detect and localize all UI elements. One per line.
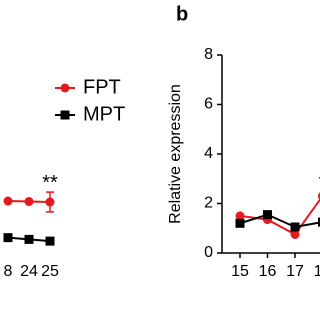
y-tick-label: 8	[204, 46, 213, 63]
point	[45, 197, 55, 207]
x-tick-label: 16	[259, 263, 277, 280]
x-tick-label: 25	[41, 263, 59, 280]
x-tick-label: 24	[20, 263, 38, 280]
panel-label: b	[176, 3, 188, 25]
x-tick-label: 15	[231, 263, 249, 280]
point	[318, 217, 320, 227]
series-line	[239, 213, 320, 229]
significance-mark: *	[319, 172, 320, 194]
point	[290, 222, 300, 232]
legend-marker	[60, 110, 70, 120]
y-tick-label: 2	[204, 195, 213, 212]
point	[24, 234, 34, 244]
x-tick-label: 17	[286, 263, 304, 280]
x-tick-label: 8	[4, 263, 13, 280]
point	[3, 233, 13, 243]
y-tick-label: 0	[204, 244, 213, 261]
point	[235, 211, 245, 221]
y-tick-label: 6	[204, 96, 213, 113]
point	[24, 197, 34, 207]
legend-label: MPT	[83, 103, 125, 125]
significance-mark: **	[42, 172, 58, 194]
point	[45, 236, 55, 246]
y-tick-label: 4	[204, 145, 213, 162]
legend-marker	[60, 83, 70, 93]
x-tick-label: 18	[314, 263, 320, 280]
y-axis-label: Relative expression	[167, 84, 184, 224]
point	[263, 210, 272, 220]
point	[235, 218, 245, 228]
point	[3, 196, 13, 206]
series-line	[239, 197, 320, 236]
point	[290, 229, 300, 239]
legend-label: FPT	[83, 76, 121, 98]
